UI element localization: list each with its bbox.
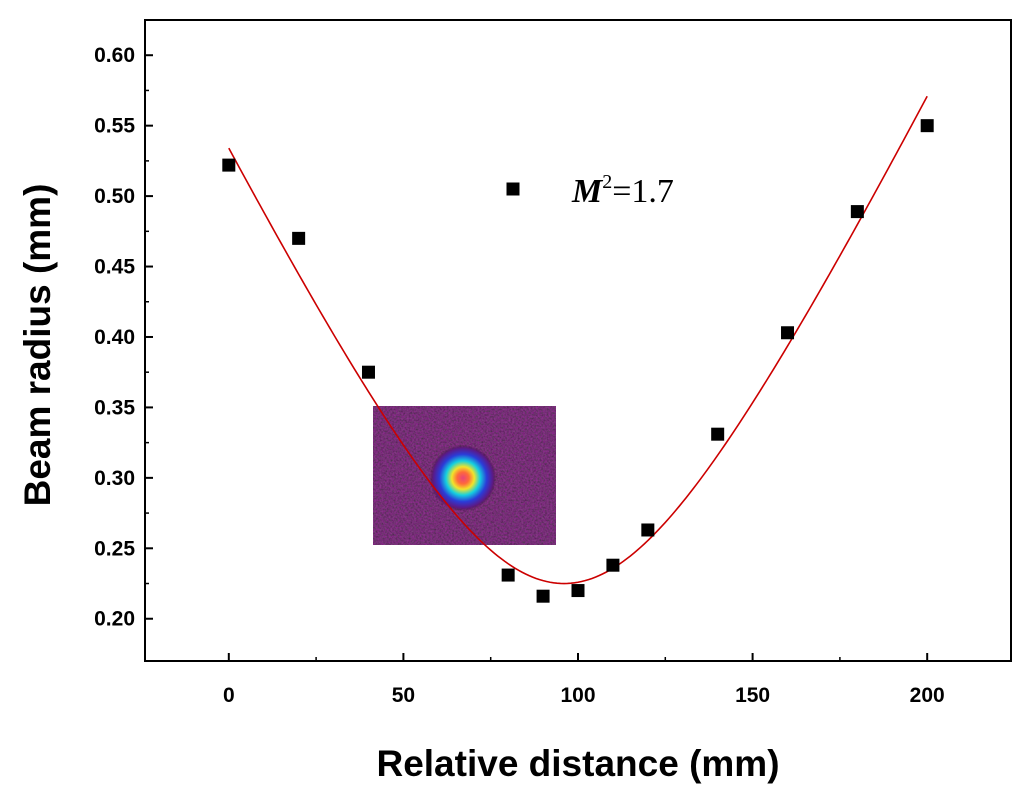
data-point — [501, 568, 515, 582]
y-tick-label: 0.20 — [94, 608, 135, 631]
data-point — [850, 205, 864, 219]
y-tick-label: 0.55 — [94, 115, 135, 138]
annotation-symbol: M — [571, 173, 604, 210]
x-axis: 0 50 100 150 200 — [223, 653, 945, 707]
data-point — [222, 158, 236, 172]
data-point — [361, 365, 375, 379]
data-point — [711, 427, 725, 441]
data-point — [292, 231, 306, 245]
plot-frame — [144, 19, 1012, 662]
x-tick-label: 100 — [560, 684, 595, 707]
y-axis-title: Beam radius (mm) — [17, 184, 58, 507]
x-tick-label: 0 — [223, 684, 235, 707]
beam-profile-inset — [373, 406, 556, 545]
y-tick-label: 0.40 — [94, 326, 135, 349]
data-point — [536, 589, 550, 603]
beam-spot — [430, 445, 496, 511]
annotation-marker — [506, 182, 520, 196]
x-axis-title: Relative distance (mm) — [376, 743, 779, 784]
annotation-superscript: 2 — [602, 171, 612, 193]
x-tick-label: 200 — [910, 684, 945, 707]
data-point — [641, 523, 655, 537]
y-tick-label: 0.30 — [94, 467, 135, 490]
y-tick-label: 0.60 — [94, 44, 135, 67]
data-point — [571, 584, 585, 598]
annotation-value: =1.7 — [612, 173, 674, 210]
y-tick-label: 0.35 — [94, 396, 135, 419]
y-tick-label: 0.50 — [94, 185, 135, 208]
m2-annotation: M2=1.7 — [571, 171, 674, 210]
x-tick-label: 150 — [735, 684, 770, 707]
data-point — [781, 326, 795, 340]
y-tick-label: 0.45 — [94, 256, 135, 279]
data-point — [920, 119, 934, 133]
y-tick-label: 0.25 — [94, 537, 135, 560]
fit-curve — [228, 95, 928, 585]
x-tick-label: 50 — [392, 684, 415, 707]
y-axis: 0.20 0.25 0.30 0.35 0.40 0.45 0.50 0.55 0.60 — [94, 44, 153, 631]
data-point — [606, 558, 620, 572]
data-points — [222, 119, 934, 603]
